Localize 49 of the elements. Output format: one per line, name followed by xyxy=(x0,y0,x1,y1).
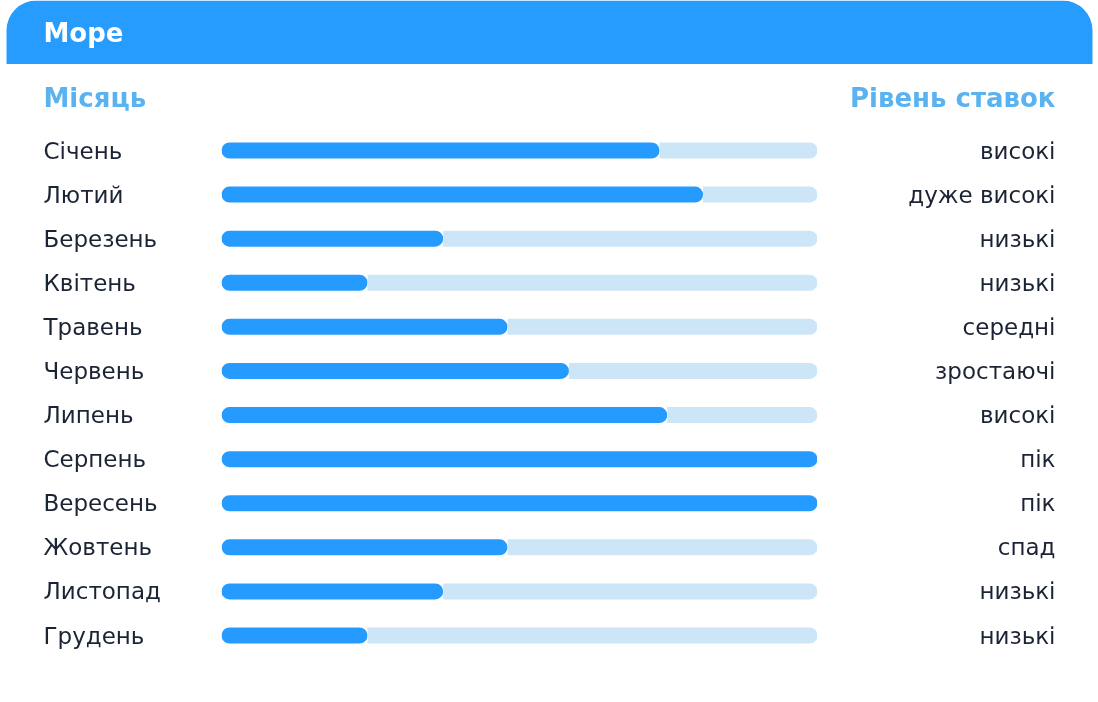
bar xyxy=(221,274,368,291)
text: пік xyxy=(1020,446,1056,473)
chart-title: Море xyxy=(43,17,124,48)
bar xyxy=(221,362,569,379)
y-tick-label: Травень xyxy=(42,313,143,340)
y-tick-label: Лютий xyxy=(43,181,124,208)
y-tick-label: Липень xyxy=(43,402,134,429)
text: низькі xyxy=(979,269,1056,296)
bar xyxy=(221,583,444,600)
bar xyxy=(221,318,508,335)
bar xyxy=(443,230,817,247)
text: низькі xyxy=(979,622,1056,649)
bar xyxy=(659,142,817,159)
text: пік xyxy=(1020,490,1056,517)
y-tick-label: Грудень xyxy=(43,622,145,649)
y-tick-label: Вересень xyxy=(43,490,158,517)
bar xyxy=(221,186,704,203)
bar xyxy=(667,407,817,424)
y-tick-label: Січень xyxy=(43,137,123,164)
y-tick-label: Червень xyxy=(43,357,145,384)
text: високі xyxy=(980,137,1056,164)
text: низькі xyxy=(979,578,1056,605)
text: високі xyxy=(980,402,1056,429)
bar xyxy=(221,230,444,247)
bar xyxy=(221,495,817,512)
text: зростаючі xyxy=(935,357,1056,384)
y-tick-label: Серпень xyxy=(43,446,147,473)
y-tick-label: Жовтень xyxy=(43,534,153,561)
bar xyxy=(221,627,368,644)
bar xyxy=(443,583,817,600)
text: середні xyxy=(962,313,1056,340)
bar xyxy=(507,318,817,335)
bar xyxy=(367,274,817,291)
bar xyxy=(221,142,660,159)
bar xyxy=(221,539,508,556)
text: низькі xyxy=(979,225,1056,252)
bar xyxy=(507,539,817,556)
y-tick-label: Квітень xyxy=(43,269,136,296)
bar xyxy=(221,407,668,424)
bar xyxy=(367,627,817,644)
bar xyxy=(568,362,817,379)
y-axis-title: Місяць xyxy=(43,82,147,113)
bar xyxy=(703,186,817,203)
text: спад xyxy=(997,534,1056,561)
text: дуже високі xyxy=(908,181,1056,208)
bar xyxy=(221,451,817,468)
y-tick-label: Листопад xyxy=(43,578,161,605)
y-tick-label: Березень xyxy=(43,225,158,252)
text: Рівень ставок xyxy=(850,82,1056,113)
